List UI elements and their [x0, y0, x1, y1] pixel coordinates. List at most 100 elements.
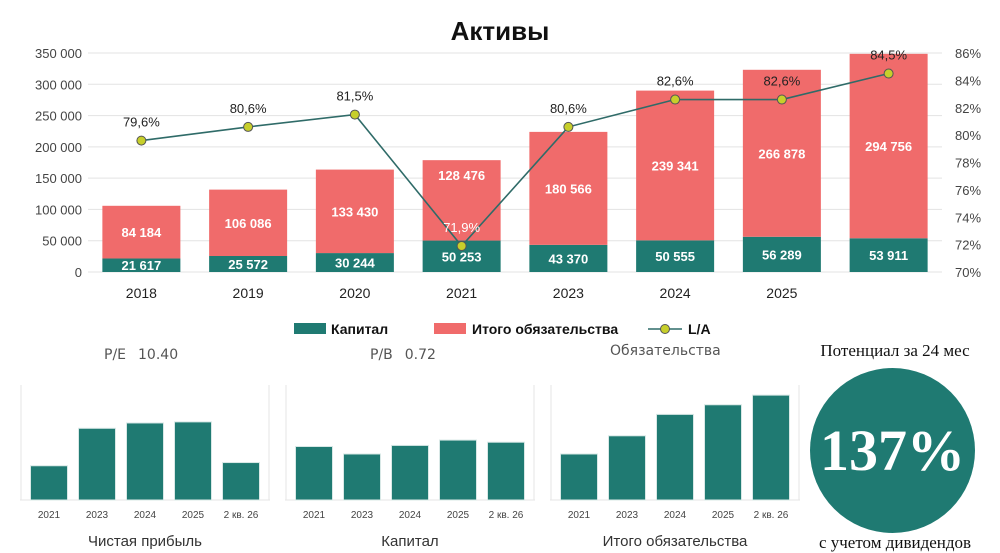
chart-title: Активы: [451, 16, 550, 46]
bar-liabilities: [422, 160, 501, 241]
la-data-label: 71,9%: [443, 220, 480, 235]
pb-label: P/B: [370, 347, 393, 363]
mini-x-tick-label: 2 кв. 26: [754, 510, 789, 521]
legend-la-label: L/A: [688, 321, 711, 337]
mini-bar: [439, 439, 477, 501]
la-marker: [670, 94, 681, 105]
y2-tick-label: 70%: [955, 265, 981, 280]
badge-top-text: Потенциал за 24 мес: [820, 341, 970, 360]
net-profit-mini-chart: 2021 2023 2024 2025 2 кв. 26: [20, 385, 270, 521]
mini-x-tick-label: 2025: [447, 510, 470, 521]
mini-bar: [343, 453, 381, 501]
la-marker: [456, 240, 467, 251]
mini-bar: [391, 444, 429, 501]
la-line: [141, 72, 889, 248]
liabilities-data-label: 84 184: [121, 225, 162, 240]
mini-bar: [608, 435, 646, 501]
legend-capital-label: Капитал: [331, 321, 388, 337]
bar-liabilities: [529, 131, 608, 245]
bar-capital: [102, 258, 181, 272]
bar-liabilities: [209, 189, 288, 256]
y-tick-label: 250 000: [35, 109, 82, 124]
mini-x-tick-label: 2025: [712, 510, 735, 521]
legend-liabilities-swatch: [434, 323, 466, 334]
pe-label: P/E: [104, 347, 127, 363]
assets-chart: Активы 0 50 000 100 000 150 000 200 000 250 00…: [35, 16, 981, 337]
x-tick-label: 2020: [339, 285, 370, 301]
la-marker: [243, 121, 254, 132]
mini-x-tick-label: 2021: [568, 510, 591, 521]
bar-capital: [315, 253, 394, 272]
x-tick-label: 2019: [233, 285, 264, 301]
y2-tick-label: 72%: [955, 238, 981, 253]
liabilities-top-label: Обязательства: [610, 343, 721, 359]
legend-la-marker: [660, 324, 670, 334]
bar-liabilities: [315, 169, 394, 254]
x-tick-label: 2025: [766, 285, 797, 301]
pe-ratio: P/E 10.40: [104, 347, 190, 363]
x-tick-label: 2023: [553, 285, 584, 301]
mini-bar: [560, 453, 598, 501]
y-tick-label: 200 000: [35, 140, 82, 155]
y2-tick-label: 78%: [955, 156, 981, 171]
bar-capital: [849, 238, 928, 272]
bar-liabilities: [102, 205, 181, 259]
bar-liabilities: [636, 90, 715, 241]
la-data-label: 79,6%: [123, 115, 160, 130]
mini-x-tick-label: 2024: [399, 510, 422, 521]
liabilities-mini-chart: 2021 2023 2024 2025 2 кв. 26: [550, 385, 800, 521]
capital-data-label: 50 555: [655, 249, 695, 264]
y2-tick-label: 74%: [955, 210, 981, 225]
pe-value: 10.40: [138, 347, 179, 363]
liabilities-data-label: 133 430: [331, 204, 378, 219]
la-data-label: 80,6%: [230, 101, 267, 116]
y2-tick-label: 84%: [955, 73, 981, 88]
liabilities-data-label: 239 341: [652, 158, 699, 173]
mini-x-tick-label: 2023: [351, 510, 374, 521]
bar-capital: [742, 236, 821, 272]
la-marker: [776, 94, 787, 105]
mini-x-tick-label: 2023: [86, 510, 109, 521]
la-data-label: 80,6%: [550, 101, 587, 116]
mini-bar: [78, 427, 116, 501]
capital-data-label: 53 911: [869, 248, 908, 263]
mini-bar: [656, 413, 694, 501]
la-marker: [883, 68, 894, 79]
pb-ratio: P/B 0.72: [370, 347, 448, 363]
mini-x-tick-label: 2024: [134, 510, 157, 521]
x-tick-label: 2018: [126, 285, 157, 301]
legend-capital-swatch: [294, 323, 326, 334]
la-data-label: 82,6%: [763, 74, 800, 89]
mini-bar: [30, 465, 68, 501]
capital-data-label: 25 572: [228, 257, 268, 272]
mini-x-tick-label: 2 кв. 26: [224, 510, 259, 521]
bar-liabilities: [849, 53, 928, 239]
y-tick-label: 0: [75, 265, 82, 280]
y2-tick-label: 80%: [955, 128, 981, 143]
capital-mini-chart: 2021 2023 2024 2025 2 кв. 26: [285, 385, 535, 521]
x-tick-label: 2024: [660, 285, 691, 301]
mini-bar: [126, 422, 164, 501]
liabilities-data-label: 128 476: [438, 168, 485, 183]
mini-x-tick-label: 2021: [303, 510, 326, 521]
potential-badge: 137%: [810, 368, 975, 533]
y-tick-label: 300 000: [35, 77, 82, 92]
badge-value: 137%: [820, 418, 965, 483]
capital-data-label: 50 253: [442, 249, 482, 264]
pb-value: 0.72: [404, 347, 436, 363]
y-tick-label: 50 000: [42, 234, 82, 249]
mini-bar: [222, 462, 260, 501]
x-tick-label: 2021: [446, 285, 477, 301]
liabilities-data-label: 106 086: [225, 216, 272, 231]
mini-x-tick-label: 2024: [664, 510, 687, 521]
bar-capital: [636, 240, 715, 272]
la-data-label: 84,5%: [870, 48, 907, 63]
y-tick-label: 100 000: [35, 202, 82, 217]
capital-data-label: 30 244: [335, 256, 376, 271]
liabilities-data-label: 180 566: [545, 181, 592, 196]
capital-data-label: 56 289: [762, 247, 802, 262]
mini-bar: [487, 441, 525, 501]
la-data-label: 82,6%: [657, 74, 694, 89]
y-tick-label: 350 000: [35, 46, 82, 61]
net-profit-caption: Чистая прибыль: [88, 533, 202, 550]
